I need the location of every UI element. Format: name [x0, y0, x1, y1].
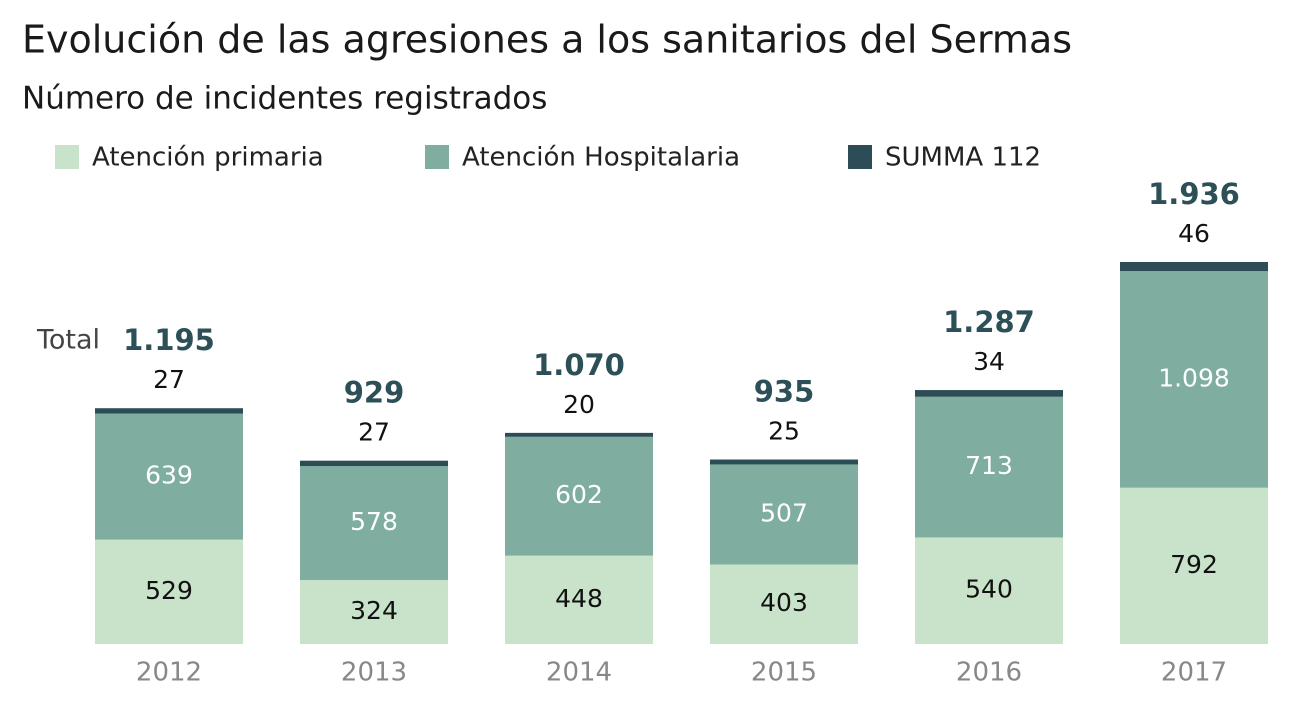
value-label: 25 [768, 417, 800, 446]
legend-label: SUMMA 112 [885, 143, 1041, 173]
bar-segment [915, 396, 1063, 538]
value-label: 403 [760, 588, 808, 617]
bar-segment [300, 580, 448, 644]
x-tick-label: 2017 [1161, 658, 1227, 688]
total-label: 935 [754, 375, 815, 409]
x-tick-label: 2016 [956, 658, 1022, 688]
bar-segment [710, 464, 858, 565]
value-label: 578 [350, 507, 398, 536]
value-label: 540 [965, 575, 1013, 604]
bar-segment [300, 460, 448, 467]
x-tick-label: 2012 [136, 658, 202, 688]
bar-segment [95, 539, 243, 644]
value-label: 1.098 [1158, 363, 1230, 392]
bar-segment [1120, 271, 1268, 488]
bar-segment [710, 564, 858, 644]
value-label: 529 [145, 576, 193, 605]
chart-title: Evolución de las agresiones a los sanita… [22, 18, 1072, 62]
bar-segment [505, 436, 653, 556]
legend-label: Atención primaria [92, 143, 324, 173]
bar-segment [95, 413, 243, 540]
value-label: 507 [760, 498, 808, 527]
value-label: 602 [555, 480, 603, 509]
bar-segment [915, 390, 1063, 397]
value-label: 324 [350, 596, 398, 625]
x-tick-label: 2014 [546, 658, 612, 688]
bar-segment [95, 408, 243, 414]
total-title: Total [36, 325, 100, 356]
legend-label: Atención Hospitalaria [462, 143, 740, 173]
value-label: 639 [145, 461, 193, 490]
total-label: 1.070 [533, 348, 625, 382]
value-label: 46 [1178, 219, 1210, 248]
value-label: 34 [973, 347, 1005, 376]
x-tick-label: 2013 [341, 658, 407, 688]
total-label: 1.195 [123, 323, 215, 357]
value-label: 792 [1170, 550, 1218, 579]
legend-swatch [55, 145, 79, 169]
x-tick-label: 2015 [751, 658, 817, 688]
legend-swatch [848, 145, 872, 169]
value-label: 713 [965, 451, 1013, 480]
bar-segment [505, 555, 653, 644]
value-label: 448 [555, 584, 603, 613]
value-label: 27 [153, 365, 185, 394]
bar-segment [1120, 262, 1268, 272]
chart-subtitle: Número de incidentes registrados [22, 81, 547, 117]
bar-segment [915, 537, 1063, 644]
total-label: 1.936 [1148, 177, 1240, 211]
bar-segment [505, 432, 653, 437]
total-label: 1.287 [943, 305, 1035, 339]
value-label: 20 [563, 390, 595, 419]
value-label: 27 [358, 418, 390, 447]
bar-segment [1120, 487, 1268, 644]
total-label: 929 [344, 376, 405, 410]
bar-segment [300, 466, 448, 581]
bar-segment [710, 459, 858, 465]
legend-swatch [425, 145, 449, 169]
